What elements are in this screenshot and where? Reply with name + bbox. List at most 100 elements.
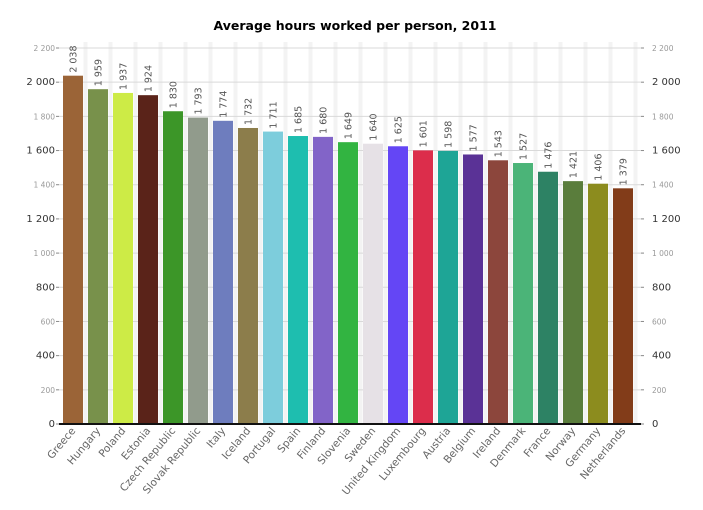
category-label: Italy (204, 425, 228, 450)
value-label: 1 601 (419, 120, 430, 147)
bar (613, 188, 633, 424)
y-tick-label-left: 1 600 (26, 146, 55, 157)
bar (338, 142, 358, 425)
value-label: 1 774 (219, 91, 230, 118)
background-stripe (358, 42, 363, 424)
y-tick-label-right: 1 800 (652, 112, 674, 121)
bar (138, 95, 158, 425)
bar (288, 136, 308, 424)
y-tick-label-left: 200 (41, 386, 56, 395)
y-tick-label-left: 1 000 (34, 249, 56, 258)
bar (463, 154, 483, 424)
value-label: 1 685 (294, 106, 305, 133)
y-tick-label-right: 2 000 (652, 77, 681, 88)
y-tick-label-left: 400 (36, 351, 55, 362)
chart-title: Average hours worked per person, 2011 (214, 18, 497, 33)
value-label: 1 527 (519, 133, 530, 160)
bar (213, 120, 233, 424)
background-stripe (133, 42, 138, 424)
bar (363, 143, 383, 424)
y-tick-label-right: 0 (652, 419, 658, 430)
value-label: 1 543 (494, 130, 505, 157)
bar (188, 117, 208, 424)
axes (56, 47, 644, 425)
value-label: 1 732 (244, 98, 255, 125)
background-stripe (558, 42, 563, 424)
y-tick-label-left: 0 (49, 419, 55, 430)
value-label: 1 598 (444, 121, 455, 148)
background-stripe (458, 42, 463, 424)
background-stripe (208, 42, 213, 424)
value-label: 1 937 (119, 63, 130, 90)
value-label: 1 421 (569, 151, 580, 178)
value-label: 1 379 (619, 158, 630, 185)
y-tick-label-left: 2 200 (34, 44, 56, 53)
bars-group (63, 75, 633, 425)
background-stripe (408, 42, 413, 424)
background-stripe (158, 42, 163, 424)
y-tick-label-right: 1 600 (652, 146, 681, 157)
y-tick-label-right: 1 200 (652, 214, 681, 225)
y-tick-label-right: 2 200 (652, 44, 674, 53)
bar (513, 163, 533, 424)
value-label: 1 649 (344, 112, 355, 139)
bar (238, 127, 258, 425)
value-label: 2 038 (69, 45, 80, 72)
bar (263, 131, 283, 425)
value-label: 1 577 (469, 124, 480, 151)
bar (588, 183, 608, 424)
background-stripe (583, 42, 588, 424)
background-stripes (83, 42, 638, 424)
y-tick-label-left: 1 200 (26, 214, 55, 225)
bar (163, 111, 183, 425)
y-tick-label-left: 800 (36, 282, 55, 293)
value-label: 1 680 (319, 107, 330, 134)
y-tick-label-left: 1 400 (34, 181, 56, 190)
bar (313, 136, 333, 424)
y-tick-label-right: 200 (652, 386, 667, 395)
y-tick-label-right: 1 400 (652, 181, 674, 190)
bar (413, 150, 433, 424)
background-stripe (258, 42, 263, 424)
y-axis-right-ticks: 0 400 800 1 200 1 600 2 000 200 600 1 000 1 400 1 … (652, 44, 681, 430)
value-label: 1 793 (194, 87, 205, 114)
bar (113, 92, 133, 424)
background-stripe (308, 42, 313, 424)
background-stripe (183, 42, 188, 424)
background-stripe (383, 42, 388, 424)
bar (63, 75, 83, 425)
value-label: 1 959 (94, 59, 105, 86)
background-stripe (83, 42, 88, 424)
y-tick-label-right: 600 (652, 317, 667, 326)
background-stripe (608, 42, 613, 424)
y-tick-label-left: 2 000 (26, 77, 55, 88)
bar (438, 150, 458, 424)
value-labels: 2 038 1 959 1 937 1 924 1 830 1 793 1 774 1 732… (69, 45, 630, 185)
bar (563, 181, 583, 424)
value-label: 1 711 (269, 101, 280, 128)
background-stripe (333, 42, 338, 424)
bar (538, 171, 558, 424)
y-tick-label-right: 400 (652, 351, 671, 362)
background-stripe (508, 42, 513, 424)
y-tick-label-left: 1 800 (34, 112, 56, 121)
background-stripe (633, 42, 638, 424)
y-tick-label-left: 600 (41, 317, 56, 326)
value-label: 1 640 (369, 114, 380, 141)
value-label: 1 924 (144, 65, 155, 92)
background-stripe (433, 42, 438, 424)
bar (388, 146, 408, 425)
value-label: 1 476 (544, 142, 555, 169)
background-stripe (283, 42, 288, 424)
value-label: 1 625 (394, 116, 405, 143)
y-tick-label-right: 800 (652, 282, 671, 293)
y-axis-left-ticks: 0 400 800 1 200 1 600 2 000 200 600 1 000 1 400 1 … (26, 44, 55, 430)
bar (88, 89, 108, 425)
bar (488, 160, 508, 424)
background-stripe (108, 42, 113, 424)
y-tick-label-right: 1 000 (652, 249, 674, 258)
value-label: 1 830 (169, 81, 180, 108)
